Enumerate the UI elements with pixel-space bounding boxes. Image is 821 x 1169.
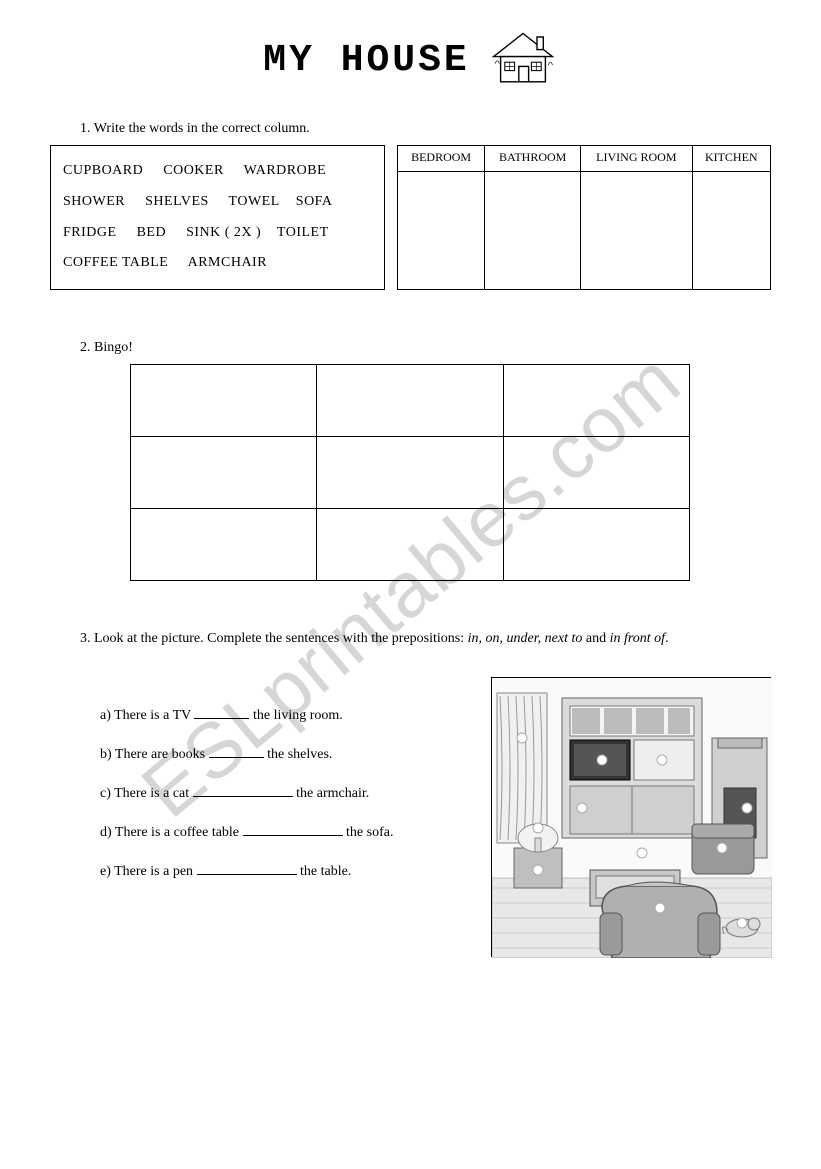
instr-prepositions: in front of	[610, 631, 666, 646]
section1-instruction: 1. Write the words in the correct column…	[80, 121, 771, 137]
column-header-kitchen: KITCHEN	[692, 146, 770, 172]
table-cell[interactable]	[398, 171, 485, 289]
sentence-text: d) There is a coffee table	[100, 825, 243, 840]
bingo-cell[interactable]	[503, 365, 689, 437]
word-bank-word: COFFEE TABLE	[63, 255, 168, 270]
sentence-b: b) There are books the shelves.	[100, 746, 471, 763]
bingo-cell[interactable]	[317, 509, 503, 581]
sentence-text: c) There is a cat	[100, 786, 193, 801]
bingo-cell[interactable]	[317, 365, 503, 437]
blank-input[interactable]	[193, 785, 293, 797]
section3-instruction: 3. Look at the picture. Complete the sen…	[80, 631, 771, 647]
table-cell[interactable]	[485, 171, 581, 289]
word-bank-word: SHELVES	[145, 194, 209, 209]
living-room-picture	[491, 677, 771, 957]
word-bank-word: SOFA	[296, 194, 333, 209]
sentence-text: a) There is a TV	[100, 708, 194, 723]
sentence-text: e) There is a pen	[100, 864, 197, 879]
section2-instruction: 2. Bingo!	[80, 340, 771, 356]
page-header: MY HOUSE	[50, 30, 771, 91]
word-bank-word: COOKER	[163, 163, 224, 178]
rooms-table: BEDROOM BATHROOM LIVING ROOM KITCHEN	[397, 145, 771, 290]
word-bank-word: BED	[137, 225, 167, 240]
sentence-c: c) There is a cat the armchair.	[100, 785, 471, 802]
bingo-cell[interactable]	[131, 437, 317, 509]
sentence-text: the sofa.	[343, 825, 394, 840]
bingo-cell[interactable]	[131, 509, 317, 581]
word-bank-word: TOILET	[277, 225, 329, 240]
column-header-livingroom: LIVING ROOM	[581, 146, 692, 172]
sentence-text: the table.	[297, 864, 352, 879]
word-bank-word: SHOWER	[63, 194, 125, 209]
word-bank-word: SINK ( 2X )	[186, 225, 261, 240]
word-bank-box: CUPBOARD COOKER WARDROBE SHOWER SHELVES …	[50, 145, 385, 290]
bingo-cell[interactable]	[131, 365, 317, 437]
table-cell[interactable]	[692, 171, 770, 289]
word-bank-word: WARDROBE	[244, 163, 327, 178]
sentence-text: the shelves.	[264, 747, 333, 762]
column-header-bedroom: BEDROOM	[398, 146, 485, 172]
blank-input[interactable]	[197, 863, 297, 875]
column-header-bathroom: BATHROOM	[485, 146, 581, 172]
sentence-text: the living room.	[249, 708, 342, 723]
page-title: MY HOUSE	[263, 39, 469, 82]
word-bank-word: CUPBOARD	[63, 163, 143, 178]
sentence-text: the armchair.	[293, 786, 370, 801]
bingo-cell[interactable]	[503, 437, 689, 509]
sentences-block: a) There is a TV the living room. b) The…	[50, 677, 471, 902]
word-bank-word: TOWEL	[229, 194, 280, 209]
blank-input[interactable]	[209, 746, 264, 758]
word-bank-word: FRIDGE	[63, 225, 117, 240]
instr-text: .	[665, 631, 669, 646]
bingo-cell[interactable]	[317, 437, 503, 509]
instr-text: and	[582, 631, 609, 646]
sentence-d: d) There is a coffee table the sofa.	[100, 824, 471, 841]
bingo-grid	[130, 364, 690, 581]
bingo-cell[interactable]	[503, 509, 689, 581]
sentence-a: a) There is a TV the living room.	[100, 707, 471, 724]
sentence-e: e) There is a pen the table.	[100, 863, 471, 880]
house-icon	[488, 30, 558, 91]
instr-prepositions: in, on, under, next to	[468, 631, 583, 646]
instr-text: 3. Look at the picture. Complete the sen…	[80, 631, 468, 646]
table-cell[interactable]	[581, 171, 692, 289]
blank-input[interactable]	[194, 707, 249, 719]
blank-input[interactable]	[243, 824, 343, 836]
word-bank-word: ARMCHAIR	[188, 255, 267, 270]
sentence-text: b) There are books	[100, 747, 209, 762]
